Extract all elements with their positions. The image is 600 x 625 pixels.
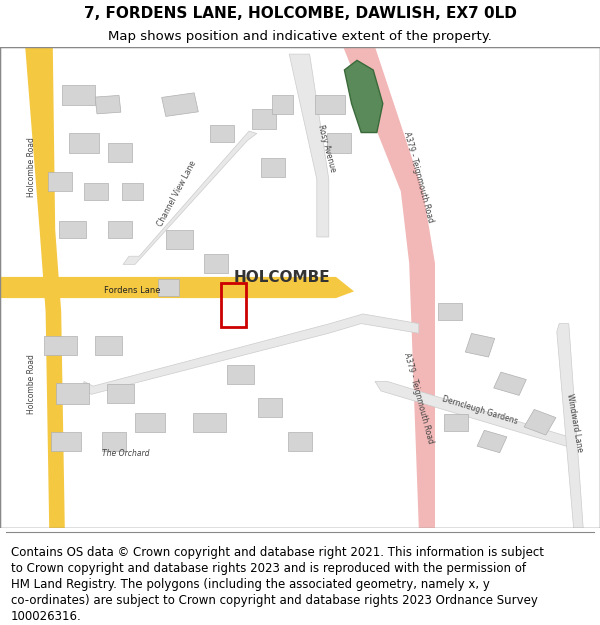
Text: co-ordinates) are subject to Crown copyright and database rights 2023 Ordnance S: co-ordinates) are subject to Crown copyr… xyxy=(11,594,538,606)
Bar xyxy=(161,93,199,116)
Text: Derncleugh Gardens: Derncleugh Gardens xyxy=(441,394,519,426)
Text: Fordens Lane: Fordens Lane xyxy=(104,286,160,296)
Bar xyxy=(108,221,132,238)
Bar xyxy=(84,183,108,199)
Text: Holcombe Road: Holcombe Road xyxy=(26,138,36,197)
Text: Rosy Avenue: Rosy Avenue xyxy=(316,123,338,172)
Bar xyxy=(56,382,89,404)
Text: Map shows position and indicative extent of the property.: Map shows position and indicative extent… xyxy=(108,30,492,43)
Bar xyxy=(210,125,234,142)
Bar xyxy=(494,372,526,396)
Bar xyxy=(258,398,282,418)
Bar xyxy=(166,230,193,249)
Bar xyxy=(108,143,132,162)
Bar xyxy=(48,172,72,191)
Polygon shape xyxy=(289,54,329,237)
Bar xyxy=(221,282,246,327)
Bar xyxy=(102,432,126,451)
Bar xyxy=(438,303,462,320)
Polygon shape xyxy=(557,324,583,528)
Bar xyxy=(261,158,285,177)
Bar xyxy=(271,95,293,114)
Polygon shape xyxy=(123,131,257,264)
Bar xyxy=(59,221,86,238)
Text: Contains OS data © Crown copyright and database right 2021. This information is : Contains OS data © Crown copyright and d… xyxy=(11,546,544,559)
Bar xyxy=(135,412,165,432)
Bar xyxy=(44,336,77,355)
Text: 7, FORDENS LANE, HOLCOMBE, DAWLISH, EX7 0LD: 7, FORDENS LANE, HOLCOMBE, DAWLISH, EX7 … xyxy=(83,6,517,21)
Bar xyxy=(69,134,99,152)
Polygon shape xyxy=(83,314,419,394)
Bar xyxy=(327,134,351,152)
Polygon shape xyxy=(344,61,383,132)
Bar xyxy=(62,86,95,104)
Text: to Crown copyright and database rights 2023 and is reproduced with the permissio: to Crown copyright and database rights 2… xyxy=(11,561,526,574)
Bar xyxy=(477,430,507,452)
Bar xyxy=(227,364,254,384)
Bar xyxy=(466,334,494,357)
Text: The Orchard: The Orchard xyxy=(102,449,150,458)
Polygon shape xyxy=(0,277,354,298)
Text: HOLCOMBE: HOLCOMBE xyxy=(233,271,331,286)
Polygon shape xyxy=(375,381,576,449)
Text: Windward Lane: Windward Lane xyxy=(565,392,584,452)
Text: Channel View Lane: Channel View Lane xyxy=(156,159,198,228)
Bar xyxy=(204,254,228,273)
Text: HM Land Registry. The polygons (including the associated geometry, namely x, y: HM Land Registry. The polygons (includin… xyxy=(11,578,490,591)
Text: A379 - Teignmouth Road: A379 - Teignmouth Road xyxy=(403,130,435,223)
Bar xyxy=(157,279,179,296)
Bar xyxy=(252,109,276,129)
Bar xyxy=(95,336,121,355)
Polygon shape xyxy=(25,47,65,528)
Bar xyxy=(193,412,227,432)
Bar xyxy=(315,95,345,114)
Bar xyxy=(444,414,468,431)
Bar xyxy=(122,183,143,199)
Bar xyxy=(524,409,556,435)
Text: A379 - Teignmouth Road: A379 - Teignmouth Road xyxy=(403,352,435,445)
Polygon shape xyxy=(343,47,435,528)
Bar xyxy=(95,96,121,114)
Text: Holcombe Road: Holcombe Road xyxy=(26,354,36,414)
Bar xyxy=(288,432,312,451)
Text: 100026316.: 100026316. xyxy=(11,609,82,622)
Bar xyxy=(107,384,134,403)
Bar xyxy=(51,432,81,451)
